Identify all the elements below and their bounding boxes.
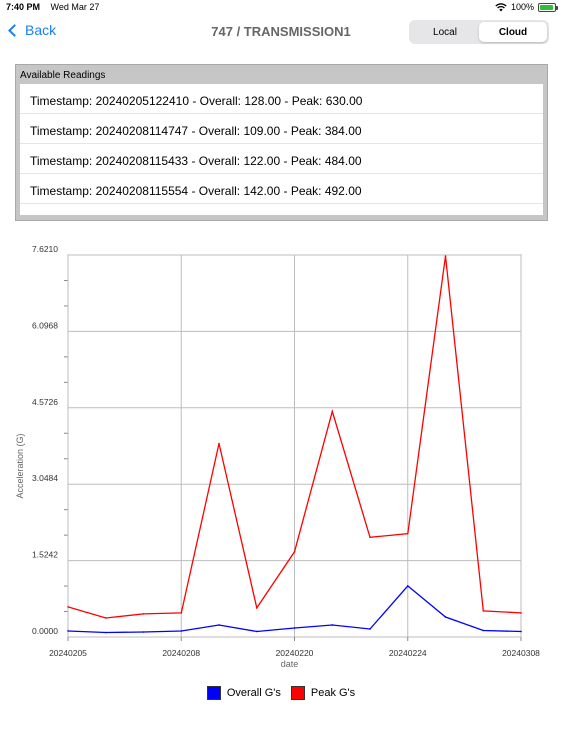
data-point-overall xyxy=(444,616,447,618)
data-point-overall xyxy=(369,628,371,630)
status-time: 7:40 PM xyxy=(6,2,41,12)
data-point-peak xyxy=(255,607,258,609)
legend-item-overall: Overall G's xyxy=(206,686,281,700)
x-tick-label: 20240208 xyxy=(162,648,200,658)
data-point-peak xyxy=(180,612,183,614)
back-button[interactable]: Back xyxy=(8,22,57,38)
y-tick-label: 4.5726 xyxy=(32,397,58,407)
data-point-overall xyxy=(406,585,409,587)
y-axis-label: Acceleration (G) xyxy=(15,433,25,498)
data-point-peak xyxy=(444,255,447,257)
y-tick-label: 7.6210 xyxy=(32,244,58,254)
data-point-peak xyxy=(520,612,522,614)
data-point-peak xyxy=(369,536,371,539)
battery-fill xyxy=(540,4,553,10)
y-tick-label: 3.0484 xyxy=(32,473,58,483)
segment-cloud[interactable]: Cloud xyxy=(479,22,547,42)
data-point-overall xyxy=(104,631,107,634)
readings-header: Available Readings xyxy=(20,70,106,81)
x-axis-label: date xyxy=(281,659,299,669)
data-point-peak xyxy=(67,606,69,608)
data-point-peak xyxy=(406,532,409,535)
legend-item-peak: Peak G's xyxy=(290,686,356,700)
data-point-overall xyxy=(67,630,69,632)
chart-legend: Overall G's Peak G's xyxy=(0,686,562,700)
legend-label-overall: Overall G's xyxy=(226,687,281,699)
data-point-overall xyxy=(180,630,183,632)
x-tick-label: 20240224 xyxy=(389,648,427,658)
data-point-overall xyxy=(520,630,522,633)
list-item[interactable]: Timestamp: 20240205122410 - Overall: 128… xyxy=(20,84,543,114)
data-point-peak xyxy=(142,613,145,615)
wifi-icon xyxy=(495,2,507,11)
data-point-peak xyxy=(104,617,107,619)
x-tick-label: 20240308 xyxy=(502,648,540,658)
nav-bar: Back 747 / TRANSMISSION1 Local Cloud xyxy=(0,14,562,50)
y-tick-label: 1.5242 xyxy=(32,550,58,560)
data-point-overall xyxy=(255,630,258,633)
data-point-overall xyxy=(218,624,220,626)
list-item[interactable]: Timestamp: 20240208115554 - Overall: 142… xyxy=(20,174,543,204)
y-tick-label: 0.0000 xyxy=(32,626,58,636)
legend-swatch-peak xyxy=(290,686,305,700)
status-date: Wed Mar 27 xyxy=(50,2,100,12)
x-tick-label: 20240220 xyxy=(276,648,314,658)
source-segmented-control: Local Cloud xyxy=(409,20,549,44)
data-point-overall xyxy=(482,629,485,632)
battery-icon xyxy=(538,2,558,12)
battery-percent: 100% xyxy=(510,2,534,12)
readings-panel: Available Readings Timestamp: 2024020512… xyxy=(15,64,548,221)
data-point-peak xyxy=(331,410,334,413)
status-right: 100% xyxy=(495,2,558,12)
data-point-overall xyxy=(331,624,334,626)
chart-container: 0.0000 1.5242 3.0484 4.5726 6.0968 7.6210 2024… xyxy=(0,238,562,708)
readings-list[interactable]: Timestamp: 20240205122410 - Overall: 128… xyxy=(20,84,543,215)
status-left: 7:40 PM Wed Mar 27 xyxy=(6,2,99,12)
legend-swatch-overall xyxy=(206,686,221,700)
page-title: 747 / TRANSMISSION1 xyxy=(211,24,351,39)
y-tick-label: 6.0968 xyxy=(32,320,58,330)
data-point-peak xyxy=(293,550,296,553)
data-point-overall xyxy=(293,627,296,629)
acceleration-chart: 0.0000 1.5242 3.0484 4.5726 6.0968 7.6210 2024… xyxy=(15,244,540,669)
data-point-peak xyxy=(218,442,220,445)
list-item[interactable]: Timestamp: 20240208114747 - Overall: 109… xyxy=(20,114,543,144)
legend-label-peak: Peak G's xyxy=(310,687,356,699)
segment-local[interactable]: Local xyxy=(433,26,457,38)
x-tick-label: 20240205 xyxy=(49,648,87,658)
data-point-peak xyxy=(482,610,485,612)
status-bar: 7:40 PM Wed Mar 27 100% xyxy=(0,0,562,14)
data-point-overall xyxy=(142,631,145,633)
list-item[interactable]: Timestamp: 20240208115433 - Overall: 122… xyxy=(20,144,543,174)
back-label: Back xyxy=(25,22,57,38)
